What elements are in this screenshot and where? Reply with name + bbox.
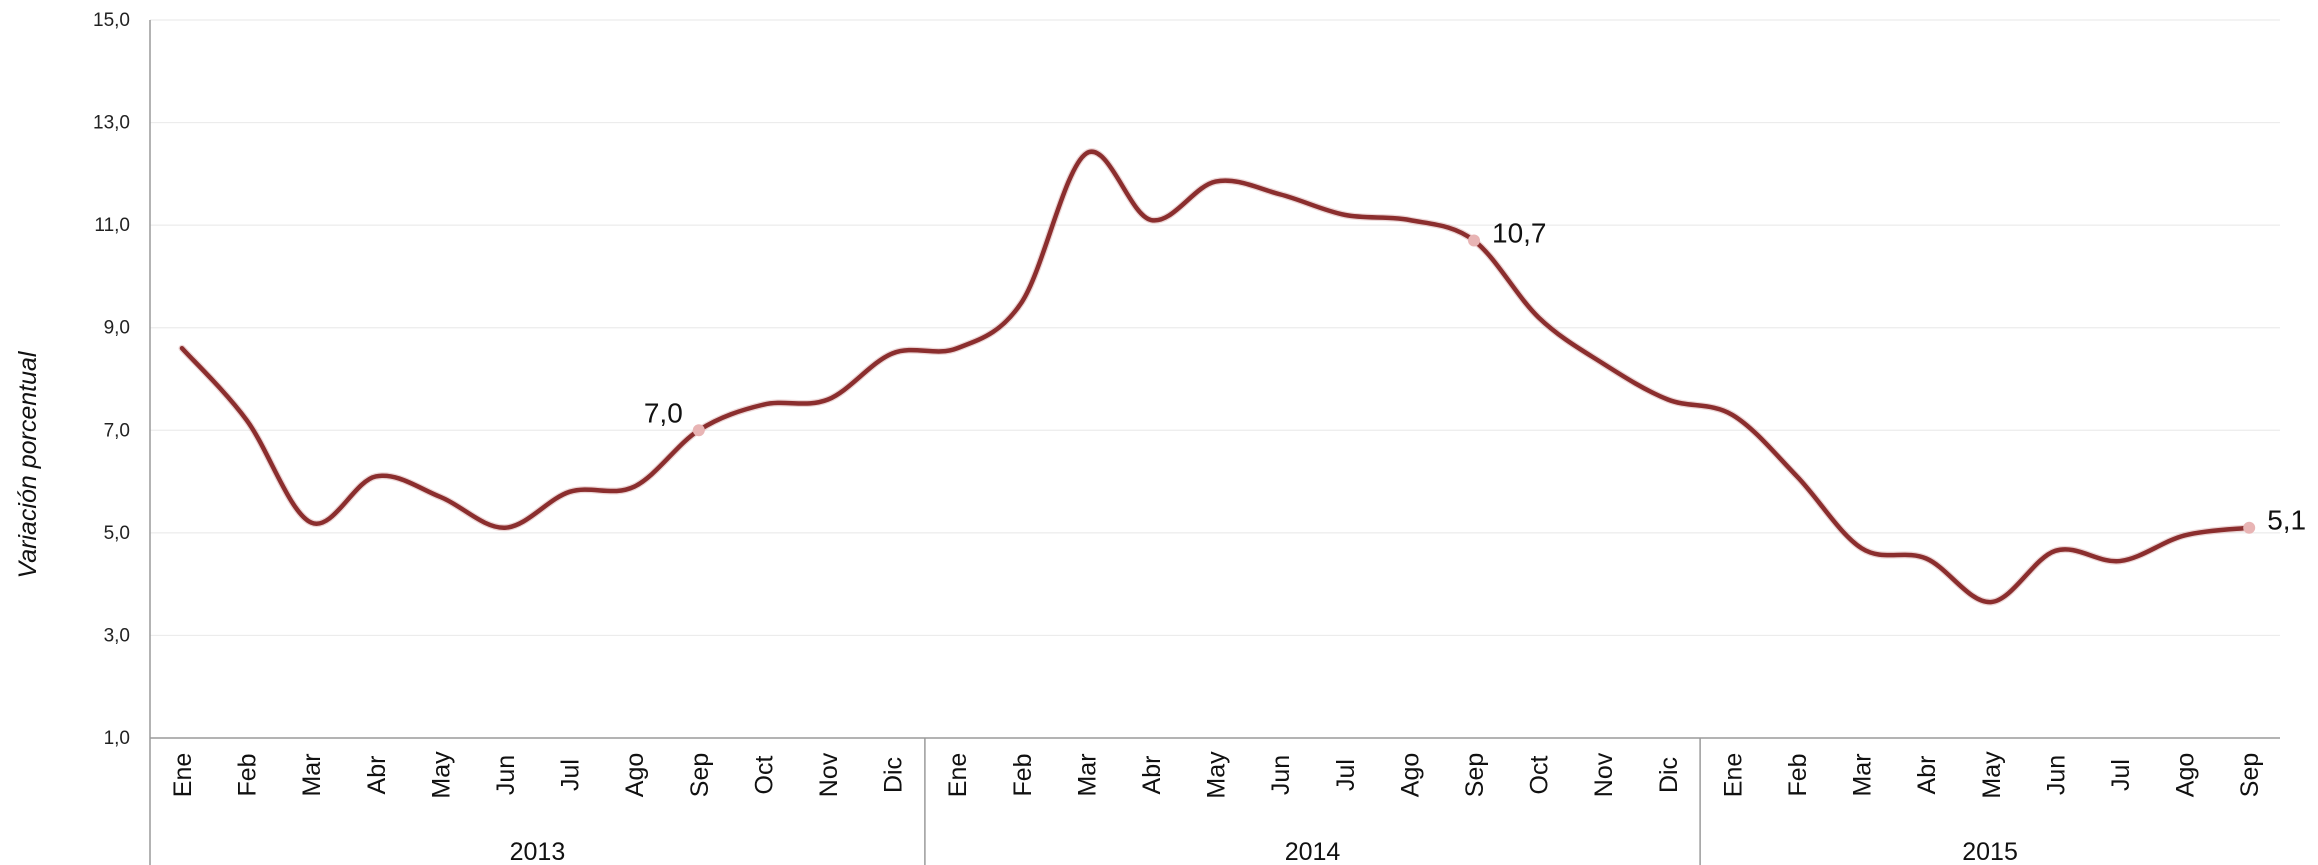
x-tick-label: Jun <box>492 755 520 795</box>
x-tick-label: Abr <box>363 756 391 795</box>
x-tick-label: Jul <box>1332 759 1360 791</box>
x-tick-label: Mar <box>298 753 326 796</box>
x-tick-label: Jun <box>1267 755 1295 795</box>
data-point-marker <box>1468 234 1480 247</box>
x-tick-label: Abr <box>1913 756 1941 795</box>
y-axis-label: Variación porcentual <box>14 350 42 578</box>
x-tick-label: Dic <box>1655 757 1683 793</box>
x-axis-year-labels: 2013 2014 2015 <box>510 838 2018 865</box>
x-tick-label: Sep <box>2236 753 2264 797</box>
x-tick-label: Feb <box>1009 753 1037 796</box>
x-tick-label: Feb <box>234 753 262 796</box>
year-label: 2013 <box>510 838 566 865</box>
x-tick-label: Abr <box>1138 756 1166 795</box>
data-label: 5,1 <box>2267 505 2306 536</box>
x-tick-label: Jul <box>2107 759 2135 791</box>
x-tick-label: Nov <box>1590 752 1618 797</box>
axes <box>149 20 2280 865</box>
x-tick-label: May <box>1978 751 2006 799</box>
x-axis-month-labels: Ene Feb Mar Abr May Jun Jul Ago Sep Oct Nov Dic Ene F… <box>169 751 2264 799</box>
y-tick-label: 15,0 <box>93 10 130 31</box>
x-tick-label: Jul <box>557 759 585 791</box>
x-tick-label: Sep <box>1461 753 1489 797</box>
x-tick-label: Ago <box>621 753 649 797</box>
x-tick-label: May <box>1203 751 1231 799</box>
y-tick-label: 3,0 <box>104 625 130 646</box>
data-point-marker <box>692 424 705 437</box>
series-line-path <box>179 149 2252 605</box>
x-tick-label: Ago <box>2172 753 2200 797</box>
y-tick-label: 1,0 <box>104 728 130 749</box>
data-label: 10,7 <box>1492 218 1547 249</box>
year-label: 2015 <box>1962 838 2018 865</box>
x-tick-label: Mar <box>1073 753 1101 796</box>
x-tick-label: May <box>427 751 455 799</box>
x-tick-label: Feb <box>1784 753 1812 796</box>
y-tick-label: 9,0 <box>104 318 130 339</box>
series-line <box>178 148 2253 606</box>
y-tick-label: 13,0 <box>93 113 130 134</box>
x-tick-label: Ene <box>1719 753 1747 797</box>
y-tick-label: 5,0 <box>104 523 130 544</box>
x-tick-label: Oct <box>1526 756 1554 795</box>
x-tick-label: Mar <box>1849 753 1877 796</box>
x-tick-label: Ene <box>944 753 972 797</box>
x-tick-label: Nov <box>815 752 843 797</box>
series-line-glow <box>178 148 2253 606</box>
x-tick-label: Sep <box>686 753 714 797</box>
data-markers <box>692 234 2256 534</box>
x-tick-label: Oct <box>750 756 778 795</box>
y-axis-ticks: 1,0 3,0 5,0 7,0 9,0 11,0 13,0 15,0 <box>93 10 130 749</box>
gridlines <box>150 19 2280 637</box>
x-tick-label: Ago <box>1396 753 1424 797</box>
data-labels: 7,0 10,7 5,1 <box>644 218 2306 536</box>
x-tick-label: Jun <box>2042 755 2070 795</box>
year-label: 2014 <box>1285 838 1341 865</box>
y-tick-label: 11,0 <box>94 215 130 236</box>
x-tick-label: Ene <box>169 753 197 797</box>
data-point-marker <box>2243 521 2256 534</box>
x-tick-label: Dic <box>880 757 908 793</box>
y-tick-label: 7,0 <box>104 420 130 441</box>
data-label: 7,0 <box>644 397 683 428</box>
